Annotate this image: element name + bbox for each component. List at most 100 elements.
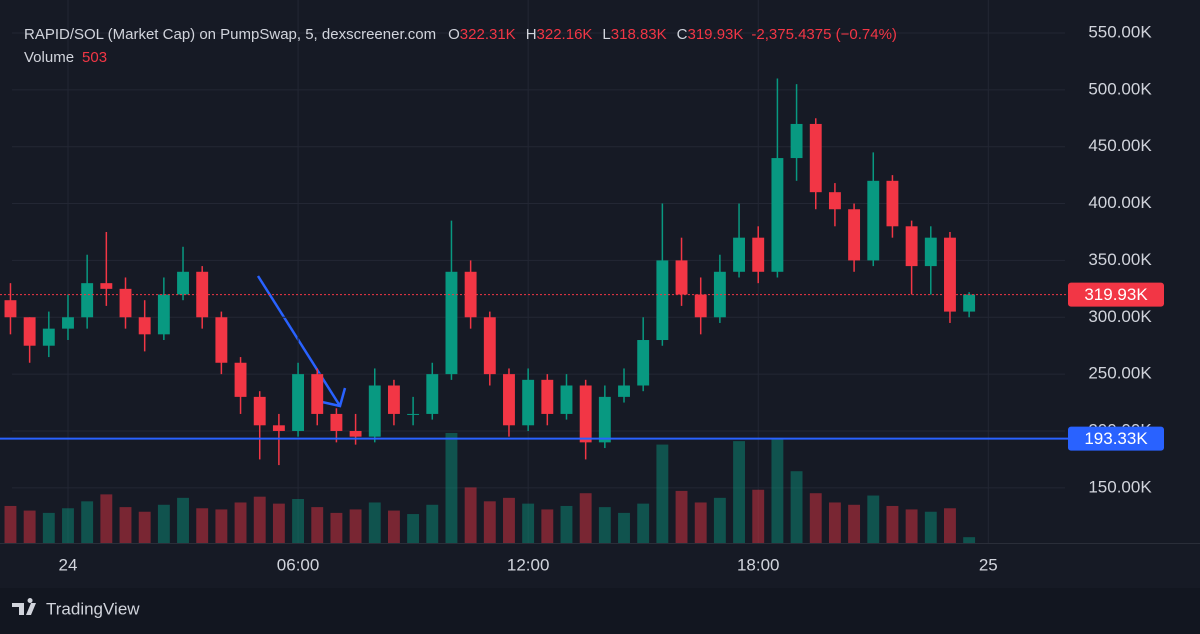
volume-bar [752,489,765,543]
candle [503,368,515,437]
chart-header: RAPID/SOL (Market Cap) on PumpSwap, 5, d… [24,26,897,43]
volume-bar [311,507,324,543]
volume-bar [483,501,496,543]
candle-body [138,317,151,335]
candle [177,246,189,301]
volume-bar [886,505,899,543]
candle-body [905,226,918,267]
candle-body [618,385,630,397]
volume-bar [579,493,592,543]
ohlc-key: C [677,26,688,43]
volume-bar [119,507,132,543]
volume-bar [292,499,305,543]
candle [407,396,420,426]
volume-bar [541,509,554,543]
candle-body [560,385,573,414]
volume-bar [963,537,976,543]
candle-body [867,180,880,261]
volume-bar [944,508,956,543]
volume-bar [867,495,880,543]
volume-bar [215,509,228,543]
candle [522,368,535,431]
candle [905,220,918,295]
candle-body [407,413,420,415]
candle [541,374,554,426]
x-tick-label: 12:00 [507,555,550,574]
volume-bar [713,497,726,543]
footer-bar [0,588,1200,634]
volume-bar [196,508,209,543]
candle-body [23,317,36,346]
candle-body [311,374,324,414]
candle-body [272,425,285,431]
volume-bar [445,433,458,543]
candle [637,317,650,392]
volume-bar [387,510,400,543]
candle-body [771,158,784,272]
candle-body [368,385,381,437]
x-tick-label: 06:00 [277,555,320,574]
candle-body [387,385,400,414]
volume-bar [138,511,151,543]
candle-body [924,237,937,267]
candle [848,203,861,272]
volume-bar [905,509,918,543]
volume-bar [771,438,784,543]
candle [292,362,305,437]
y-tick-label: 150.00K [1088,477,1152,496]
candle-body [598,396,611,443]
candle [196,266,209,329]
ohlc-key: H [526,26,537,43]
candle-body [464,271,477,318]
volume-bar [368,502,381,543]
volume-bar [733,441,745,543]
volume-bar [407,514,420,543]
candle [790,84,803,181]
candle [618,368,630,403]
candle-body [445,271,458,375]
candle [445,220,458,380]
candle [23,317,36,363]
volume-bar [828,502,841,543]
volume-bar [42,512,55,543]
candle [944,231,956,323]
candle [215,311,228,375]
y-tick-label: 550.00K [1088,22,1152,41]
candle-body [503,374,515,426]
candle [924,226,937,295]
candle-body [234,362,247,397]
candle [752,226,765,284]
candle [4,283,17,335]
logo-icon [12,598,36,615]
candle-body [579,385,592,443]
y-tick-label: 300.00K [1088,307,1152,326]
volume-bar [675,490,688,543]
candle-body [790,123,803,159]
ohlc-value: 322.16K [537,26,593,43]
candle [579,379,592,460]
candle [464,260,477,329]
volume-bar [618,512,630,543]
candle [387,379,400,426]
volume-header: Volume 503 [24,49,107,66]
candle-body [157,294,170,335]
price-label: 319.93K [1084,285,1148,304]
candle [656,203,669,346]
candle [483,311,496,386]
candle-body [292,374,305,431]
ohlc-key: O [448,26,460,43]
volume-bar [560,505,573,543]
candle [886,175,899,238]
volume-bar [157,504,170,543]
candle [963,292,976,318]
volume-bar [253,496,266,543]
candle-body [196,271,209,318]
candle-body [100,283,113,289]
candle-body [349,430,362,437]
volume-bar [100,494,113,543]
candle-body [637,340,650,386]
y-tick-label: 350.00K [1088,250,1152,269]
candle [368,368,381,443]
candle-body [886,180,899,227]
